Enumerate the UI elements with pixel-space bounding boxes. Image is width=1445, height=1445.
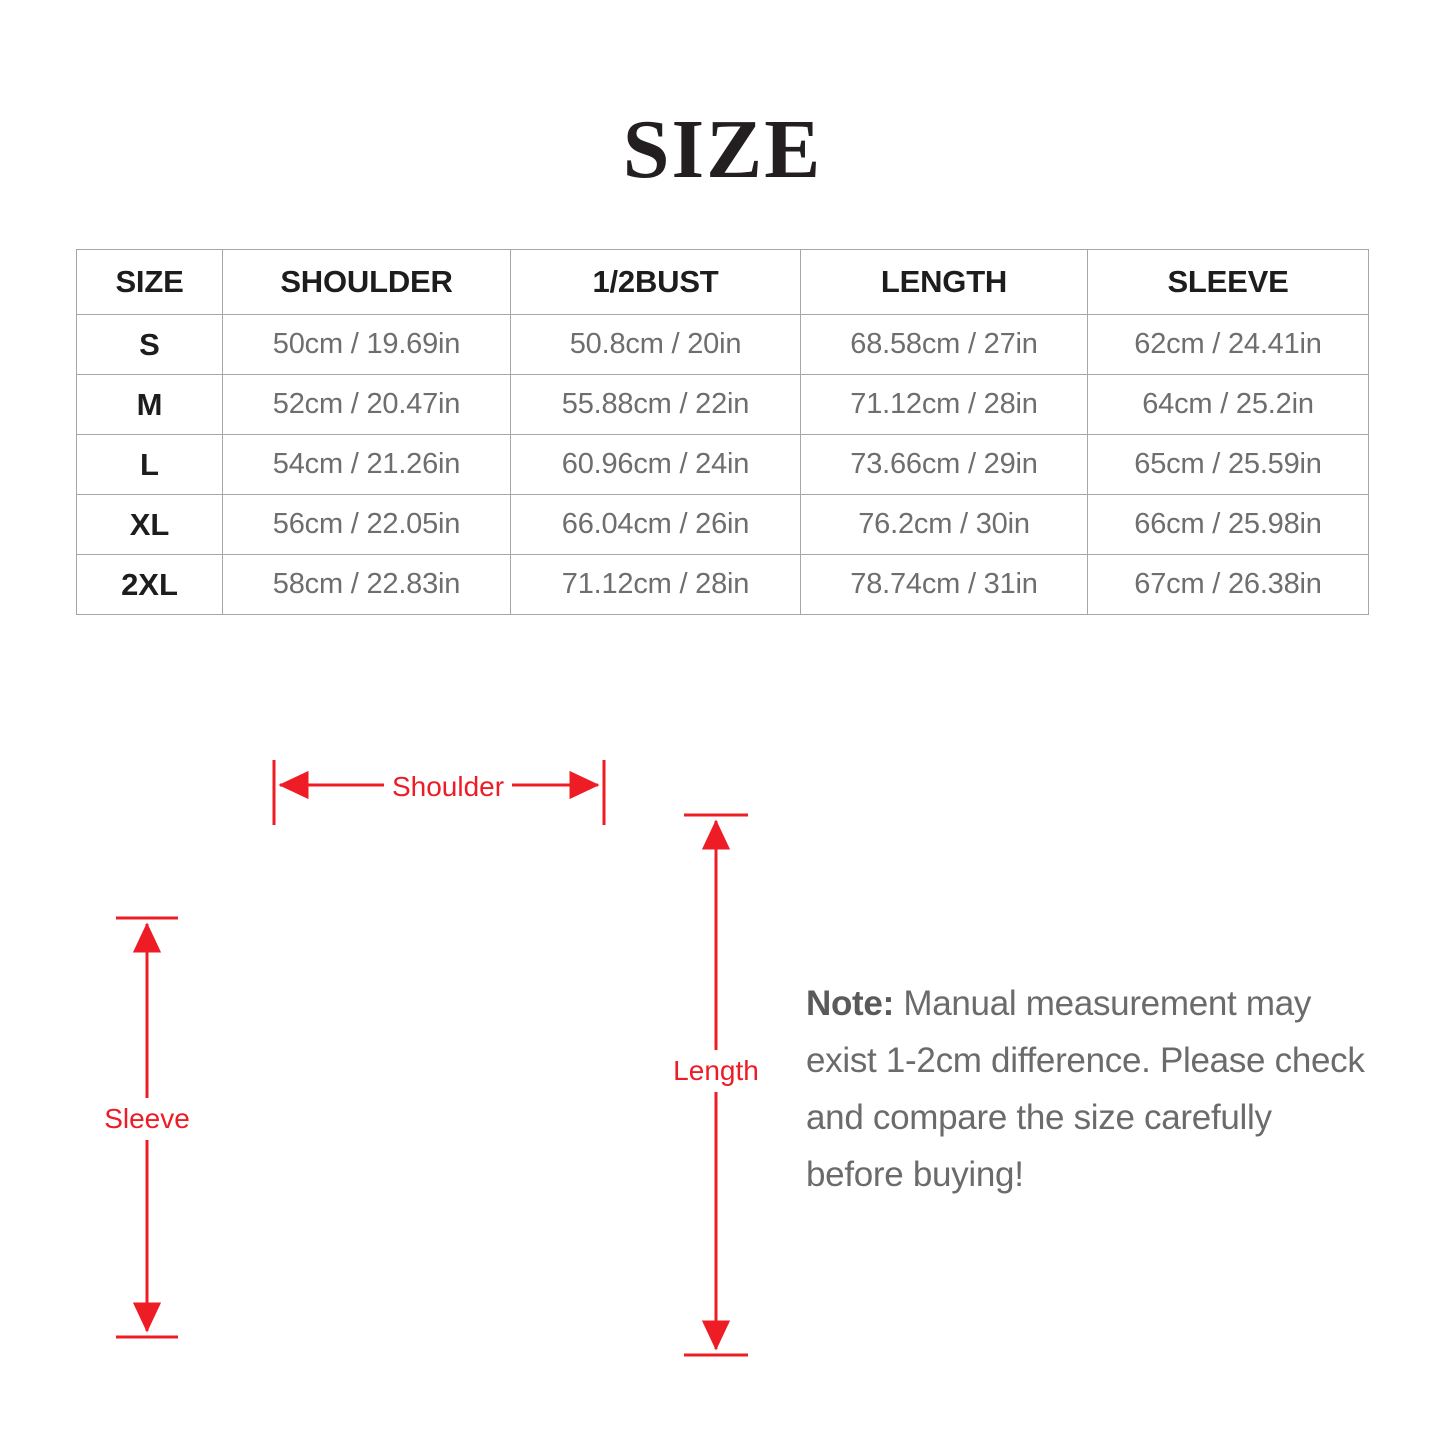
column-header-bust: 1/2BUST: [510, 249, 801, 315]
length-label: Length: [673, 1055, 759, 1086]
cell-shoulder: 54cm / 21.26in: [222, 434, 511, 495]
cell-bust: 55.88cm / 22in: [510, 374, 801, 435]
length-measurement-annotation: Length: [673, 813, 759, 1357]
measurement-diagram: Shoulder 1/2Bust Sleeve: [0, 700, 1445, 1445]
size-table: SIZE SHOULDER 1/2BUST LENGTH SLEEVE S 50…: [76, 249, 1369, 615]
cell-shoulder: 56cm / 22.05in: [222, 494, 511, 555]
table-row: XL 56cm / 22.05in 66.04cm / 26in 76.2cm …: [76, 494, 1369, 555]
hoodie-technical-drawing: Shoulder 1/2Bust Sleeve: [104, 760, 759, 1357]
cell-shoulder: 52cm / 20.47in: [222, 374, 511, 435]
cell-length: 76.2cm / 30in: [800, 494, 1088, 555]
cell-length: 73.66cm / 29in: [800, 434, 1088, 495]
table-body: S 50cm / 19.69in 50.8cm / 20in 68.58cm /…: [76, 314, 1369, 615]
page-title: SIZE: [622, 103, 823, 196]
cell-sleeve: 65cm / 25.59in: [1087, 434, 1369, 495]
cell-size: XL: [76, 494, 223, 555]
note-text: Manual measurement may exist 1-2cm diffe…: [806, 984, 1365, 1194]
column-header-length: LENGTH: [800, 249, 1088, 315]
note-label: Note:: [806, 984, 894, 1023]
shoulder-label: Shoulder: [392, 771, 504, 802]
cell-shoulder: 58cm / 22.83in: [222, 554, 511, 615]
cell-sleeve: 62cm / 24.41in: [1087, 314, 1369, 375]
cell-size: 2XL: [76, 554, 223, 615]
cell-shoulder: 50cm / 19.69in: [222, 314, 511, 375]
column-header-shoulder: SHOULDER: [222, 249, 511, 315]
cell-sleeve: 64cm / 25.2in: [1087, 374, 1369, 435]
table-header-row: SIZE SHOULDER 1/2BUST LENGTH SLEEVE: [76, 249, 1369, 315]
cell-sleeve: 66cm / 25.98in: [1087, 494, 1369, 555]
table-row: S 50cm / 19.69in 50.8cm / 20in 68.58cm /…: [76, 314, 1369, 375]
cell-length: 78.74cm / 31in: [800, 554, 1088, 615]
sleeve-label: Sleeve: [104, 1103, 190, 1134]
cell-sleeve: 67cm / 26.38in: [1087, 554, 1369, 615]
cell-bust: 71.12cm / 28in: [510, 554, 801, 615]
cell-size: L: [76, 434, 223, 495]
cell-bust: 50.8cm / 20in: [510, 314, 801, 375]
table-row: M 52cm / 20.47in 55.88cm / 22in 71.12cm …: [76, 374, 1369, 435]
cell-bust: 66.04cm / 26in: [510, 494, 801, 555]
measurement-note: Note: Manual measurement may exist 1-2cm…: [806, 975, 1366, 1203]
cell-size: S: [76, 314, 223, 375]
sleeve-measurement-annotation: Sleeve: [104, 916, 190, 1339]
table-row: 2XL 58cm / 22.83in 71.12cm / 28in 78.74c…: [76, 554, 1369, 615]
cell-length: 71.12cm / 28in: [800, 374, 1088, 435]
table-header: SIZE SHOULDER 1/2BUST LENGTH SLEEVE: [76, 249, 1369, 315]
cell-bust: 60.96cm / 24in: [510, 434, 801, 495]
column-header-size: SIZE: [76, 249, 223, 315]
table-row: L 54cm / 21.26in 60.96cm / 24in 73.66cm …: [76, 434, 1369, 495]
cell-size: M: [76, 374, 223, 435]
cell-length: 68.58cm / 27in: [800, 314, 1088, 375]
shoulder-measurement-annotation: Shoulder: [272, 760, 606, 825]
column-header-sleeve: SLEEVE: [1087, 249, 1369, 315]
